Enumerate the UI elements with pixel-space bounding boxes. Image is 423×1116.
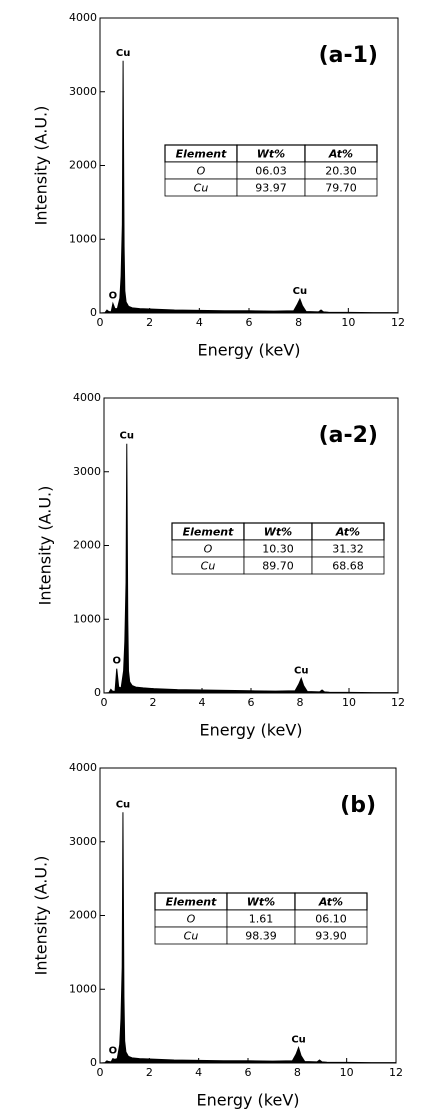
- x-tick-label: 10: [342, 696, 356, 709]
- y-tick-label: 3000: [69, 835, 97, 848]
- table-header: Wt%: [257, 148, 285, 161]
- x-tick-label: 2: [146, 316, 153, 329]
- table-value: Cu: [201, 560, 216, 573]
- x-tick-label: 12: [391, 696, 405, 709]
- table-value: 06.10: [315, 913, 347, 926]
- x-tick-label: 6: [245, 1066, 252, 1079]
- y-tick-label: 4000: [69, 761, 97, 774]
- table-value: 06.03: [255, 165, 287, 178]
- x-tick-label: 10: [341, 316, 355, 329]
- composition-table: Element Wt% At% O 1.61 06.10 Cu 98.39 93.90: [154, 892, 368, 945]
- table-value: 1.61: [249, 913, 274, 926]
- y-axis-title: Intensity (A.U.): [32, 106, 51, 226]
- peak-label: Cu: [291, 1035, 305, 1046]
- table-cell: [294, 926, 368, 945]
- table-header: At%: [328, 148, 353, 161]
- panel-label: (b): [340, 793, 376, 818]
- composition-table: Element Wt% At% O 10.30 31.32 Cu 89.70 68.68: [171, 522, 385, 575]
- x-tick-label: 12: [391, 316, 405, 329]
- peak-label: O: [109, 290, 118, 301]
- y-tick-label: 2000: [69, 159, 97, 172]
- table-header: Element: [166, 896, 217, 909]
- peak-label: Cu: [120, 431, 134, 442]
- peak-label: Cu: [116, 799, 130, 810]
- x-tick-label: 8: [294, 1066, 301, 1079]
- y-tick-label: 3000: [73, 465, 101, 478]
- x-axis-title: Energy (keV): [197, 341, 300, 360]
- x-tick-label: 6: [248, 696, 255, 709]
- y-tick-label: 2000: [73, 539, 101, 552]
- table-value: 79.70: [325, 182, 357, 195]
- x-tick-label: 4: [195, 1066, 202, 1079]
- table-value: 31.32: [332, 543, 364, 556]
- table-value: O: [204, 543, 213, 556]
- peak-label: Cu: [294, 665, 308, 676]
- y-tick-label: 3000: [69, 85, 97, 98]
- table-value: 89.70: [262, 560, 294, 573]
- x-axis-title: Energy (keV): [196, 1091, 299, 1110]
- y-axis-title: Intensity (A.U.): [32, 856, 51, 976]
- y-axis-title: Intensity (A.U.): [36, 486, 55, 606]
- x-tick-label: 12: [389, 1066, 403, 1079]
- table-value: Cu: [194, 182, 209, 195]
- table-value: 93.97: [255, 182, 287, 195]
- x-tick-label: 4: [196, 316, 203, 329]
- y-tick-label: 4000: [73, 391, 101, 404]
- panel-label: (a-1): [319, 43, 378, 68]
- table-cell: [311, 556, 385, 575]
- table-value: 98.39: [245, 930, 277, 943]
- x-tick-label: 6: [246, 316, 253, 329]
- y-tick-label: 1000: [69, 982, 97, 995]
- x-tick-label: 2: [150, 696, 157, 709]
- table-header: At%: [335, 526, 360, 539]
- x-tick-label: 2: [146, 1066, 153, 1079]
- table-value: Cu: [184, 930, 199, 943]
- x-tick-label: 8: [295, 316, 302, 329]
- composition-table: Element Wt% At% O 06.03 20.30 Cu 93.97 79.70: [164, 144, 378, 197]
- y-tick-label: 0: [94, 686, 101, 699]
- table-header: Element: [183, 526, 234, 539]
- table-cell: [304, 178, 378, 197]
- y-tick-label: 4000: [69, 11, 97, 24]
- y-tick-label: 1000: [73, 612, 101, 625]
- y-tick-label: 0: [90, 1056, 97, 1069]
- table-value: O: [197, 165, 206, 178]
- x-tick-label: 0: [97, 316, 104, 329]
- table-header: At%: [318, 896, 343, 909]
- x-tick-label: 0: [97, 1066, 104, 1079]
- x-tick-label: 10: [340, 1066, 354, 1079]
- table-header: Wt%: [264, 526, 292, 539]
- peak-label: O: [109, 1046, 118, 1057]
- y-tick-label: 0: [90, 306, 97, 319]
- x-tick-label: 4: [199, 696, 206, 709]
- table-value: 68.68: [332, 560, 364, 573]
- table-value: O: [187, 913, 196, 926]
- peak-label: Cu: [116, 48, 130, 59]
- table-value: 10.30: [262, 543, 294, 556]
- x-axis-title: Energy (keV): [199, 721, 302, 740]
- table-value: 20.30: [325, 165, 357, 178]
- peak-label: Cu: [293, 286, 307, 297]
- table-value: 93.90: [315, 930, 347, 943]
- table-header: Wt%: [247, 896, 275, 909]
- peak-label: O: [112, 656, 121, 667]
- x-tick-label: 0: [101, 696, 108, 709]
- table-header: Element: [176, 148, 227, 161]
- y-tick-label: 1000: [69, 232, 97, 245]
- y-tick-label: 2000: [69, 909, 97, 922]
- panel-label: (a-2): [319, 423, 378, 448]
- x-tick-label: 8: [297, 696, 304, 709]
